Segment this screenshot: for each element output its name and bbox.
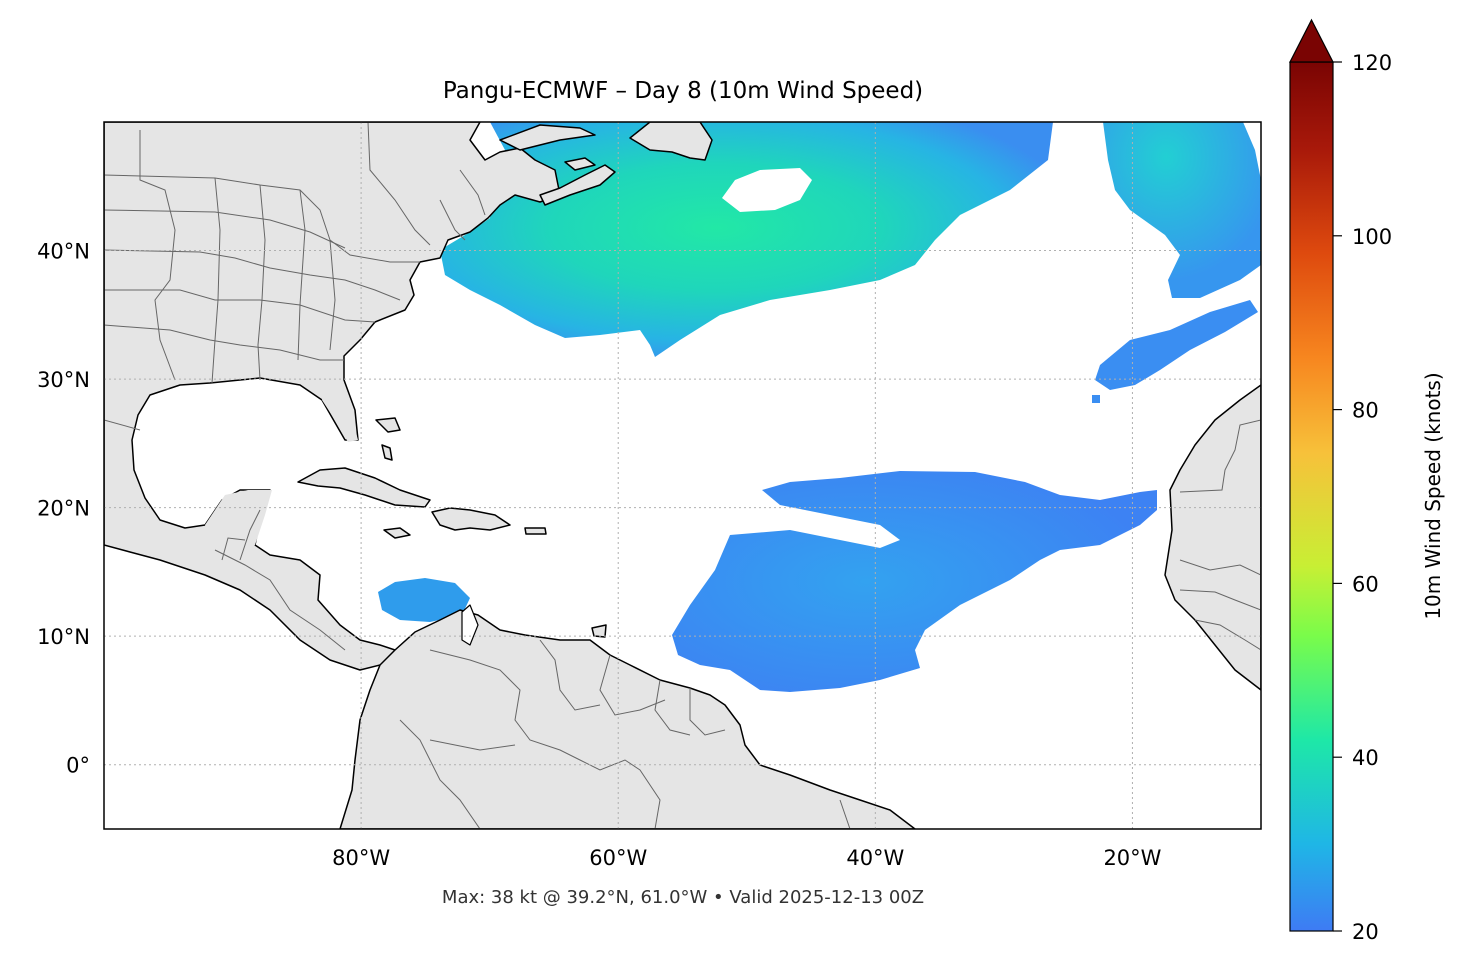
lon-tick-label-2: 40°W bbox=[846, 846, 904, 870]
lon-tick-label-0: 80°W bbox=[332, 846, 390, 870]
political-borders bbox=[104, 122, 1261, 829]
colorbar-tick-label-2: 60 bbox=[1352, 572, 1379, 596]
map-border bbox=[103, 121, 1262, 830]
island-hispaniola bbox=[431, 507, 511, 531]
map-title: Pangu-ECMWF – Day 8 (10m Wind Speed) bbox=[443, 78, 923, 104]
colorbar: 20 40 60 80 100 120 10m Wind Speed (knots) bbox=[1289, 18, 1445, 944]
colorbar-tick-label-0: 20 bbox=[1352, 920, 1379, 944]
lon-tick-label-1: 60°W bbox=[589, 846, 647, 870]
landmass-yucatan bbox=[205, 490, 272, 555]
lat-tick-label-2: 20°N bbox=[37, 497, 90, 521]
lat-tick-label-4: 0° bbox=[66, 754, 90, 778]
island-bahamas bbox=[375, 417, 401, 461]
colorbar-gradient bbox=[1289, 61, 1334, 932]
wind-fragment bbox=[1092, 395, 1100, 403]
colorbar-tick-label-1: 40 bbox=[1352, 746, 1379, 770]
landmass-west-africa bbox=[1164, 384, 1261, 691]
landmass-nova-scotia bbox=[539, 164, 616, 206]
landmass-florida bbox=[322, 380, 358, 442]
colorbar-tick-label-5: 120 bbox=[1352, 51, 1392, 75]
landmass-newfoundland bbox=[629, 122, 713, 161]
lat-tick-label-1: 30°N bbox=[37, 368, 90, 392]
lon-tick-label-3: 20°W bbox=[1103, 846, 1161, 870]
colorbar-tick-label-3: 80 bbox=[1352, 399, 1379, 423]
colorbar-tick-label-4: 100 bbox=[1352, 225, 1392, 249]
wind-region-tropical-trades bbox=[672, 471, 1157, 692]
island-cuba bbox=[297, 467, 431, 508]
landmass-labrador bbox=[499, 124, 596, 151]
latitude-ticks: 40°N 30°N 20°N 10°N 0° bbox=[37, 240, 90, 778]
landmass-lake-maracaibo bbox=[461, 604, 479, 646]
colorbar-ticks: 20 40 60 80 100 120 bbox=[1333, 51, 1392, 944]
map-subtitle: Max: 38 kt @ 39.2°N, 61.0°W • Valid 2025… bbox=[442, 887, 924, 908]
wind-region-caribbean-jet bbox=[378, 578, 470, 622]
lat-tick-label-3: 10°N bbox=[37, 625, 90, 649]
wind-region-azores-streak bbox=[1095, 300, 1258, 390]
island-trinidad bbox=[591, 624, 607, 638]
island-jamaica bbox=[383, 527, 411, 539]
map-panel bbox=[104, 122, 1261, 829]
wind-calm-hole bbox=[722, 168, 812, 212]
lat-tick-label-0: 40°N bbox=[37, 240, 90, 264]
longitude-ticks: 80°W 60°W 40°W 20°W bbox=[332, 846, 1162, 870]
wind-region-northeast-atlantic bbox=[1103, 122, 1261, 298]
island-puerto-rico bbox=[524, 527, 547, 535]
landmass-prince-edward bbox=[564, 157, 596, 171]
colorbar-extend-arrow bbox=[1289, 18, 1334, 63]
colorbar-label: 10m Wind Speed (knots) bbox=[1421, 372, 1445, 619]
